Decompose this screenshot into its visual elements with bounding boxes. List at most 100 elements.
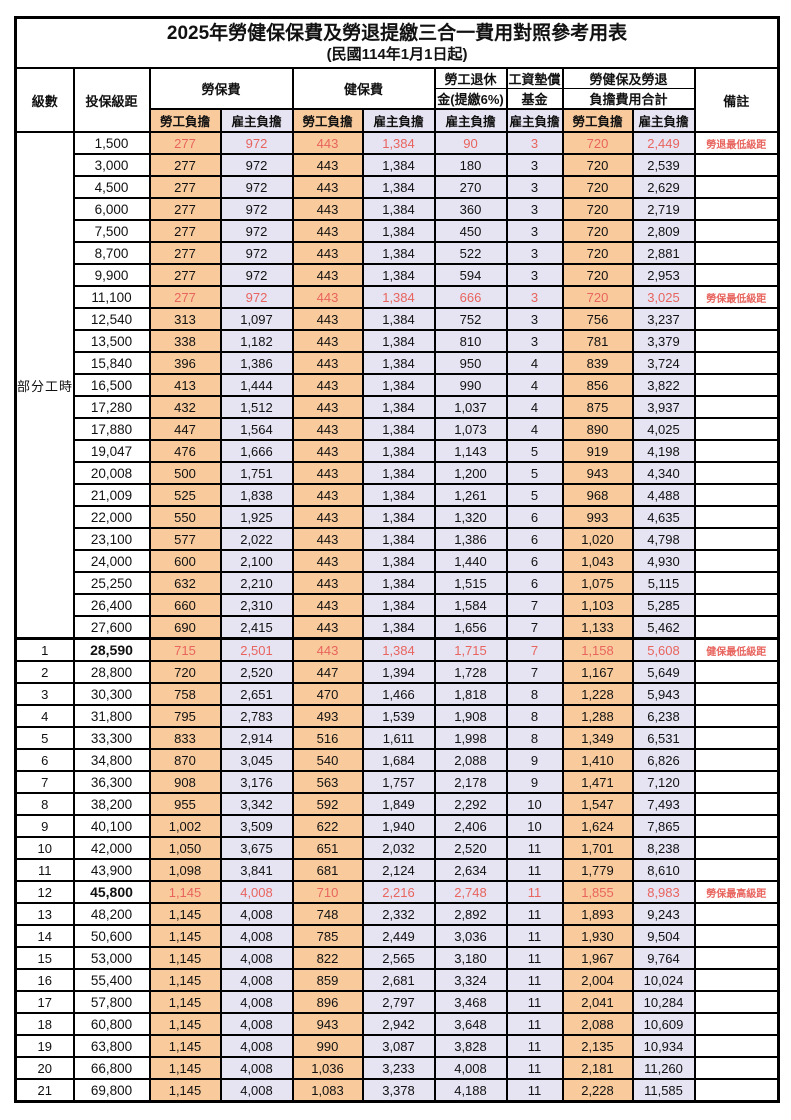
value-cell: 516 [291, 726, 364, 750]
table-row: 26,400 660 2,310 443 1,384 1,584 7 1,103 5,285 [16, 593, 780, 617]
value-cell: 1,167 [561, 660, 634, 684]
table-row: 3,000 277 972 443 1,384 180 3 720 2,539 [16, 153, 780, 177]
value-cell: 3,648 [433, 1012, 508, 1036]
value-cell: 795 [148, 704, 222, 728]
bracket-cell: 34,800 [72, 748, 151, 772]
value-cell: 622 [291, 814, 364, 838]
value-cell: 2,022 [219, 527, 294, 551]
value-cell: 2,539 [631, 153, 696, 177]
value-cell: 1,384 [361, 175, 436, 199]
value-cell: 3 [505, 263, 564, 287]
value-cell: 5 [505, 439, 564, 463]
level-cell: 17 [14, 990, 75, 1014]
value-cell: 660 [148, 593, 222, 617]
value-cell: 1,751 [219, 461, 294, 485]
value-cell: 4,488 [631, 483, 696, 507]
value-cell: 943 [291, 1012, 364, 1036]
table-row: 10 42,000 1,050 3,675 651 2,032 2,520 11 1,701 8,… [14, 836, 780, 860]
subheader-total-employer: 雇主負擔 [631, 108, 696, 133]
table-row: 20,008 500 1,751 443 1,384 1,200 5 943 4,340 [16, 461, 780, 485]
table-row: 18 60,800 1,145 4,008 943 2,942 3,648 11 2,088 10… [14, 1012, 780, 1036]
value-cell: 1,967 [561, 946, 634, 970]
value-cell: 2,881 [631, 241, 696, 265]
value-cell: 1,757 [361, 770, 436, 794]
value-cell: 720 [561, 219, 634, 243]
value-cell: 1,384 [361, 571, 436, 595]
level-cell: 9 [14, 814, 75, 838]
remark-cell [693, 307, 780, 331]
value-cell: 4,008 [219, 990, 294, 1014]
value-cell: 1,701 [561, 836, 634, 860]
bracket-cell: 6,000 [72, 197, 151, 221]
value-cell: 4,008 [219, 924, 294, 948]
table-row: 17 57,800 1,145 4,008 896 2,797 3,468 11 2,041 10… [14, 990, 780, 1014]
remark-cell [693, 615, 780, 640]
value-cell: 1,145 [148, 968, 222, 992]
value-cell: 4 [505, 395, 564, 419]
value-cell: 443 [291, 373, 364, 397]
remark-cell [693, 505, 780, 529]
value-cell: 2,216 [361, 880, 436, 904]
page-title: 2025年勞健保保費及勞退提繳三合一費用對照參考用表 [166, 23, 628, 45]
value-cell: 822 [291, 946, 364, 970]
value-cell: 1,384 [361, 263, 436, 287]
value-cell: 3,324 [433, 968, 508, 992]
value-cell: 1,611 [361, 726, 436, 750]
remark-cell [693, 902, 780, 926]
value-cell: 2,914 [219, 726, 294, 750]
value-cell: 3 [505, 285, 564, 309]
value-cell: 8 [505, 682, 564, 706]
table-row: 8 38,200 955 3,342 592 1,849 2,292 10 1,547 7,493 [14, 792, 780, 816]
table-row: 27,600 690 2,415 443 1,384 1,656 7 1,133 5,462 [16, 615, 780, 640]
value-cell: 4,008 [219, 1012, 294, 1036]
table-row: 21,009 525 1,838 443 1,384 1,261 5 968 4,488 [16, 483, 780, 507]
value-cell: 651 [291, 836, 364, 860]
value-cell: 720 [561, 197, 634, 221]
value-cell: 943 [561, 461, 634, 485]
table-row: 15 53,000 1,145 4,008 822 2,565 3,180 11 1,967 9,… [14, 946, 780, 970]
value-cell: 4 [505, 373, 564, 397]
value-cell: 1,145 [148, 1078, 222, 1103]
value-cell: 443 [291, 549, 364, 573]
remark-cell: 勞退最低級距 [693, 131, 780, 155]
remark-cell [693, 571, 780, 595]
remark-cell [693, 395, 780, 419]
header-wage-fund-line1: 工資墊償 [505, 67, 564, 89]
table-row: 12 45,800 1,145 4,008 710 2,216 2,748 11 1,855 8,… [14, 880, 780, 904]
value-cell: 6 [505, 527, 564, 551]
value-cell: 3,237 [631, 307, 696, 331]
value-cell: 577 [148, 527, 222, 551]
value-cell: 594 [433, 263, 508, 287]
level-cell: 16 [14, 968, 75, 992]
value-cell: 6,531 [631, 726, 696, 750]
bracket-cell: 63,800 [72, 1034, 151, 1058]
bracket-cell: 4,500 [72, 175, 151, 199]
table-body: 部分工時 1,500 277 972 443 1,384 90 3 720 2,449 勞退最低級距… [14, 131, 780, 1103]
subheader-pension-employer: 雇主負擔 [433, 108, 508, 133]
value-cell: 443 [291, 483, 364, 507]
value-cell: 476 [148, 439, 222, 463]
bracket-cell: 40,100 [72, 814, 151, 838]
value-cell: 4,340 [631, 461, 696, 485]
value-cell: 4,008 [219, 968, 294, 992]
bracket-cell: 45,800 [72, 880, 151, 904]
remark-cell [693, 483, 780, 507]
value-cell: 1,384 [361, 373, 436, 397]
value-cell: 781 [561, 329, 634, 353]
bracket-cell: 30,300 [72, 682, 151, 706]
value-cell: 1,075 [561, 571, 634, 595]
value-cell: 4,008 [219, 946, 294, 970]
value-cell: 413 [148, 373, 222, 397]
value-cell: 1,471 [561, 770, 634, 794]
value-cell: 1,466 [361, 682, 436, 706]
value-cell: 11 [505, 1034, 564, 1058]
value-cell: 2,629 [631, 175, 696, 199]
value-cell: 443 [291, 615, 364, 640]
table-row: 17,280 432 1,512 443 1,384 1,037 4 875 3,937 [16, 395, 780, 419]
value-cell: 756 [561, 307, 634, 331]
value-cell: 432 [148, 395, 222, 419]
remark-cell [693, 682, 780, 706]
value-cell: 833 [148, 726, 222, 750]
table-row: 14 50,600 1,145 4,008 785 2,449 3,036 11 1,930 9,… [14, 924, 780, 948]
value-cell: 990 [433, 373, 508, 397]
